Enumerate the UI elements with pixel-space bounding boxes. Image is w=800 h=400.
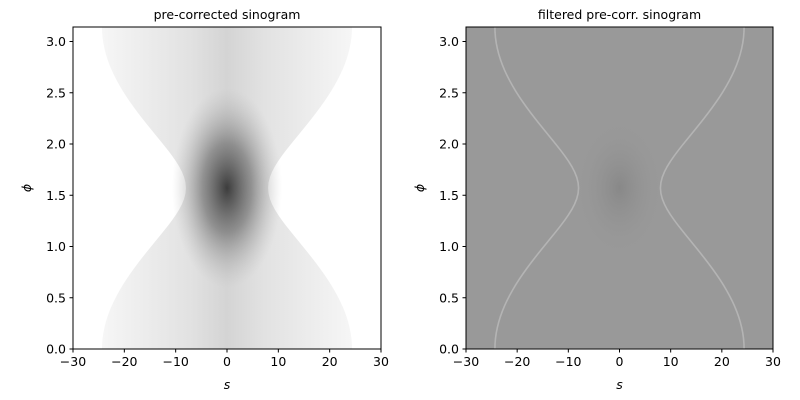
- y-tick-label: 2.5: [439, 85, 459, 100]
- y-tick-label: 1.0: [46, 239, 66, 254]
- panel: −30 −20 −10 0 10 20 30 0.0 0.5 1.0 1.5 2.0 2.5 3.0 fil…: [412, 7, 781, 392]
- x-tick-label: −30: [60, 354, 86, 369]
- x-axis-label: s: [224, 377, 231, 392]
- x-tick-label: −20: [504, 354, 530, 369]
- y-tick-label: 3.0: [439, 34, 459, 49]
- x-tick-label: 20: [714, 354, 730, 369]
- y-axis-label: ϕ: [412, 184, 427, 192]
- x-tick-label: −10: [555, 354, 581, 369]
- y-tick-label: 2.0: [439, 137, 459, 152]
- y-tick-label: 1.0: [439, 239, 459, 254]
- x-tick-label: 10: [270, 354, 286, 369]
- y-tick-label: 0.0: [439, 342, 459, 357]
- x-tick-label: 0: [223, 354, 231, 369]
- y-axis-label: ϕ: [19, 184, 34, 192]
- panel-title: pre-corrected sinogram: [154, 7, 301, 22]
- core: [172, 88, 282, 288]
- x-tick-label: 30: [373, 354, 389, 369]
- image: [466, 27, 773, 349]
- panel: −30 −20 −10 0 10 20 30 0.0 0.5 1.0 1.5 2.0 2.5 3.0 pre…: [19, 7, 389, 392]
- panel-title: filtered pre-corr. sinogram: [538, 7, 701, 22]
- y-tick-label: 0.5: [46, 290, 66, 305]
- x-tick-label: 10: [663, 354, 679, 369]
- x-tick-label: 20: [322, 354, 338, 369]
- x-tick-label: 0: [616, 354, 624, 369]
- x-tick-label: −20: [111, 354, 137, 369]
- y-tick-label: 1.5: [439, 188, 459, 203]
- x-tick-label: −10: [162, 354, 188, 369]
- x-tick-label: 30: [765, 354, 781, 369]
- y-tick-label: 1.5: [46, 188, 66, 203]
- image: [73, 27, 381, 349]
- x-axis-label: s: [616, 377, 623, 392]
- y-tick-label: 2.0: [46, 137, 66, 152]
- x-tick-label: −30: [453, 354, 479, 369]
- support: [494, 27, 745, 349]
- y-tick-label: 3.0: [46, 34, 66, 49]
- core: [574, 118, 665, 258]
- y-tick-label: 0.5: [439, 290, 459, 305]
- y-tick-label: 2.5: [46, 85, 66, 100]
- y-tick-label: 0.0: [46, 342, 66, 357]
